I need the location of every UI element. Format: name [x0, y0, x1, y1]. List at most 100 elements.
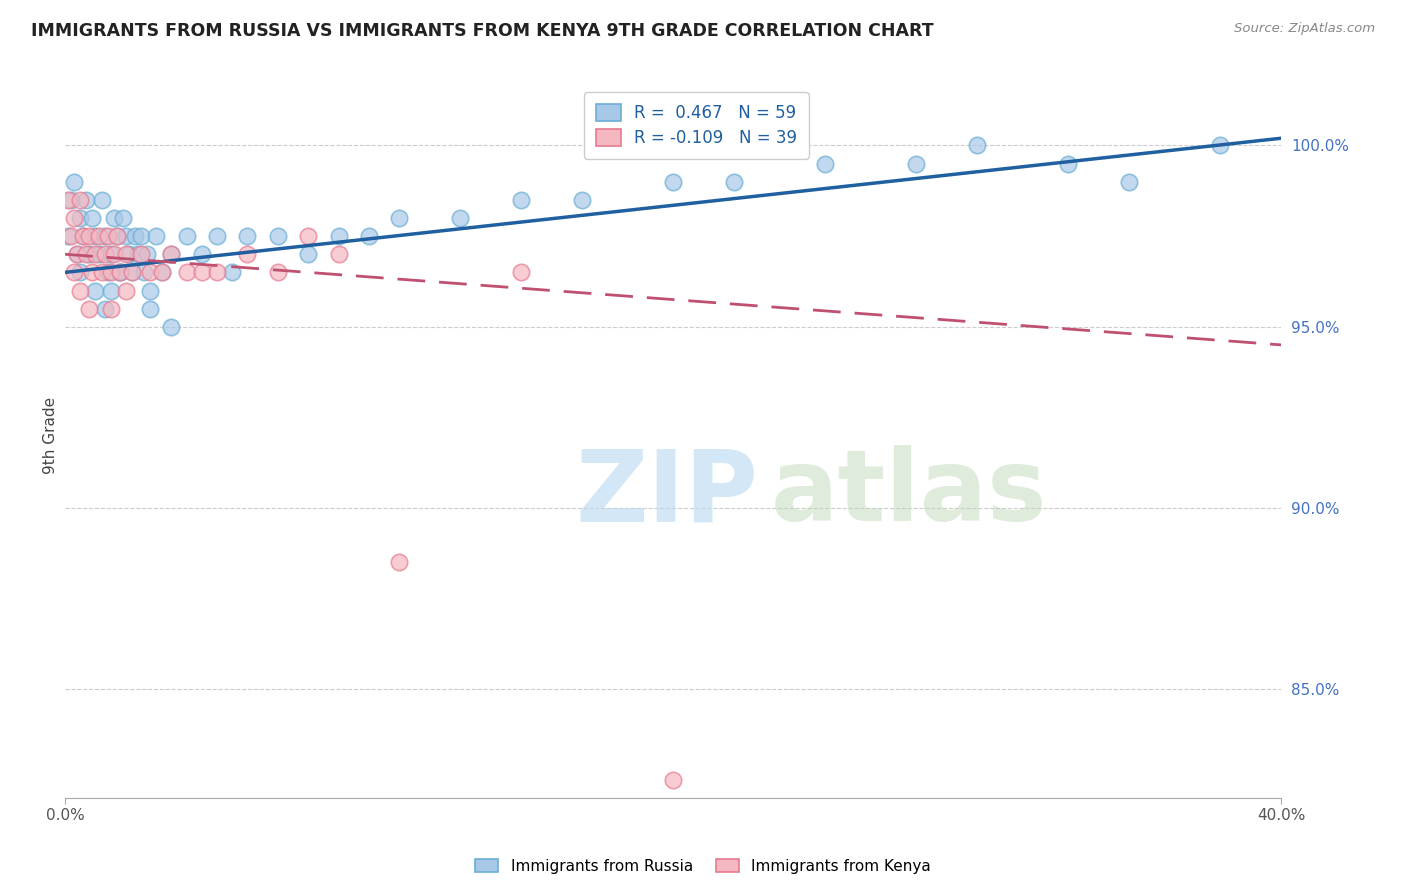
Point: [814, 156, 837, 170]
Point: [1057, 156, 1080, 170]
Point: [966, 138, 988, 153]
Point: [139, 284, 162, 298]
Point: [510, 265, 533, 279]
Point: [236, 229, 259, 244]
Point: [121, 265, 143, 279]
Text: IMMIGRANTS FROM RUSSIA VS IMMIGRANTS FROM KENYA 9TH GRADE CORRELATION CHART: IMMIGRANTS FROM RUSSIA VS IMMIGRANTS FRO…: [31, 22, 934, 40]
Point: [84, 229, 107, 244]
Point: [115, 229, 138, 244]
Text: Source: ZipAtlas.com: Source: ZipAtlas.com: [1234, 22, 1375, 36]
Point: [662, 772, 685, 787]
Point: [105, 229, 128, 244]
Point: [56, 193, 79, 207]
Point: [82, 265, 104, 279]
Point: [191, 247, 214, 261]
Point: [115, 247, 138, 261]
Point: [205, 229, 228, 244]
Point: [115, 284, 138, 298]
Point: [510, 193, 533, 207]
Point: [60, 229, 83, 244]
Text: atlas: atlas: [770, 445, 1047, 542]
Point: [121, 265, 143, 279]
Point: [93, 301, 115, 316]
Point: [105, 229, 128, 244]
Point: [103, 247, 125, 261]
Point: [93, 247, 115, 261]
Point: [145, 229, 167, 244]
Point: [160, 247, 183, 261]
Legend: Immigrants from Russia, Immigrants from Kenya: Immigrants from Russia, Immigrants from …: [470, 853, 936, 880]
Point: [136, 247, 159, 261]
Point: [100, 284, 122, 298]
Point: [236, 247, 259, 261]
Point: [87, 247, 110, 261]
Point: [90, 265, 112, 279]
Point: [205, 265, 228, 279]
Point: [72, 229, 94, 244]
Point: [69, 284, 91, 298]
Point: [132, 265, 155, 279]
Point: [69, 265, 91, 279]
Point: [449, 211, 471, 225]
Point: [72, 229, 94, 244]
Point: [100, 247, 122, 261]
Point: [63, 211, 86, 225]
Point: [100, 265, 122, 279]
Point: [150, 265, 173, 279]
Point: [60, 193, 83, 207]
Point: [139, 265, 162, 279]
Point: [108, 265, 131, 279]
Point: [63, 175, 86, 189]
Point: [79, 247, 101, 261]
Point: [63, 265, 86, 279]
Point: [75, 247, 97, 261]
Point: [388, 556, 411, 570]
Point: [723, 175, 745, 189]
Point: [267, 229, 290, 244]
Point: [79, 229, 101, 244]
Point: [66, 247, 89, 261]
Point: [118, 247, 141, 261]
Point: [75, 193, 97, 207]
Point: [56, 229, 79, 244]
Point: [160, 247, 183, 261]
Point: [108, 265, 131, 279]
Point: [1118, 175, 1140, 189]
Point: [79, 301, 101, 316]
Point: [297, 229, 319, 244]
Point: [84, 284, 107, 298]
Point: [90, 193, 112, 207]
Point: [97, 265, 120, 279]
Point: [160, 319, 183, 334]
Point: [69, 193, 91, 207]
Point: [66, 247, 89, 261]
Point: [1209, 138, 1232, 153]
Point: [129, 229, 152, 244]
Point: [103, 211, 125, 225]
Point: [93, 229, 115, 244]
Point: [176, 229, 198, 244]
Point: [571, 193, 593, 207]
Point: [267, 265, 290, 279]
Point: [69, 211, 91, 225]
Point: [176, 265, 198, 279]
Point: [82, 211, 104, 225]
Text: ZIP: ZIP: [576, 445, 759, 542]
Point: [97, 229, 120, 244]
Point: [129, 247, 152, 261]
Legend: R =  0.467   N = 59, R = -0.109   N = 39: R = 0.467 N = 59, R = -0.109 N = 39: [583, 92, 808, 159]
Point: [357, 229, 380, 244]
Point: [328, 229, 350, 244]
Point: [328, 247, 350, 261]
Point: [111, 211, 134, 225]
Point: [191, 265, 214, 279]
Point: [662, 175, 685, 189]
Point: [221, 265, 243, 279]
Point: [124, 229, 146, 244]
Point: [388, 211, 411, 225]
Point: [100, 301, 122, 316]
Point: [108, 265, 131, 279]
Point: [139, 301, 162, 316]
Y-axis label: 9th Grade: 9th Grade: [44, 397, 58, 474]
Point: [84, 247, 107, 261]
